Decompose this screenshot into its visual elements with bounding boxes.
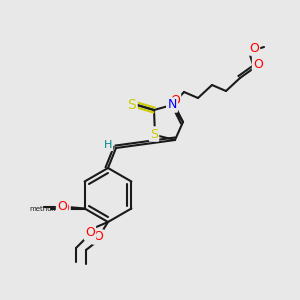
Text: O: O [170, 94, 180, 106]
Text: O: O [249, 41, 259, 55]
Text: S: S [150, 128, 158, 140]
Text: O: O [60, 202, 70, 215]
Text: O: O [253, 58, 263, 71]
Text: methoxy: methoxy [29, 206, 60, 212]
Text: H: H [104, 140, 112, 150]
Text: O: O [93, 230, 103, 244]
Text: N: N [167, 98, 177, 112]
Text: O: O [57, 200, 67, 214]
Text: O: O [85, 226, 95, 239]
Text: S: S [128, 98, 136, 112]
